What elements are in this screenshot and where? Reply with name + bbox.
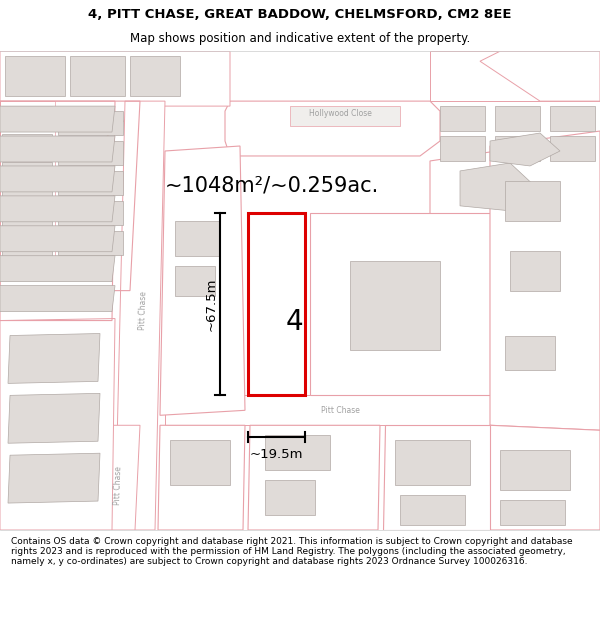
- Text: Pitt Chase: Pitt Chase: [320, 406, 359, 415]
- Polygon shape: [158, 425, 245, 530]
- Bar: [395, 440, 470, 485]
- Bar: [550, 136, 595, 161]
- Polygon shape: [0, 256, 115, 282]
- Bar: [500, 450, 570, 490]
- Bar: [5, 56, 65, 96]
- Polygon shape: [8, 453, 100, 503]
- Bar: [70, 56, 125, 96]
- Polygon shape: [480, 51, 600, 101]
- Polygon shape: [160, 146, 245, 415]
- Bar: [58, 111, 123, 135]
- Polygon shape: [0, 319, 115, 530]
- Polygon shape: [430, 146, 600, 251]
- Bar: [2, 218, 52, 242]
- Text: ~19.5m: ~19.5m: [250, 448, 303, 461]
- Polygon shape: [248, 425, 380, 530]
- Bar: [550, 106, 595, 131]
- Polygon shape: [248, 213, 305, 396]
- Bar: [495, 106, 540, 131]
- Bar: [440, 136, 485, 161]
- Text: ~1048m²/~0.259ac.: ~1048m²/~0.259ac.: [165, 176, 379, 196]
- Polygon shape: [290, 106, 400, 126]
- Polygon shape: [490, 131, 600, 430]
- Polygon shape: [383, 425, 490, 530]
- Polygon shape: [0, 226, 115, 252]
- Bar: [400, 495, 465, 525]
- Polygon shape: [0, 166, 115, 192]
- Polygon shape: [165, 396, 490, 425]
- Text: Contains OS data © Crown copyright and database right 2021. This information is : Contains OS data © Crown copyright and d…: [11, 537, 572, 566]
- Polygon shape: [350, 261, 440, 351]
- Text: Map shows position and indicative extent of the property.: Map shows position and indicative extent…: [130, 32, 470, 45]
- Polygon shape: [0, 196, 115, 222]
- Bar: [175, 266, 215, 296]
- Text: ~67.5m: ~67.5m: [205, 278, 218, 331]
- Polygon shape: [115, 101, 165, 530]
- Bar: [440, 106, 485, 131]
- Polygon shape: [0, 286, 115, 312]
- Bar: [265, 435, 330, 470]
- Bar: [58, 201, 123, 225]
- Text: Pitt Chase: Pitt Chase: [138, 291, 148, 330]
- Polygon shape: [310, 213, 490, 396]
- Polygon shape: [225, 101, 440, 156]
- Polygon shape: [0, 106, 115, 132]
- Bar: [2, 162, 52, 186]
- Bar: [495, 136, 540, 161]
- Bar: [505, 181, 560, 221]
- Polygon shape: [0, 51, 230, 161]
- Polygon shape: [460, 163, 540, 211]
- Bar: [175, 221, 220, 256]
- Text: 4: 4: [286, 308, 304, 336]
- Bar: [2, 246, 52, 269]
- Bar: [170, 440, 230, 485]
- Text: Pitt Chase: Pitt Chase: [113, 466, 123, 505]
- Bar: [58, 231, 123, 255]
- Bar: [265, 480, 315, 515]
- Polygon shape: [490, 133, 560, 166]
- Text: 4, PITT CHASE, GREAT BADDOW, CHELMSFORD, CM2 8EE: 4, PITT CHASE, GREAT BADDOW, CHELMSFORD,…: [88, 8, 512, 21]
- Bar: [58, 141, 123, 165]
- Polygon shape: [490, 425, 600, 530]
- Polygon shape: [8, 334, 100, 383]
- Bar: [505, 336, 555, 371]
- Polygon shape: [8, 393, 100, 443]
- Bar: [2, 190, 52, 214]
- Polygon shape: [430, 51, 600, 101]
- Text: Hollywood Close: Hollywood Close: [308, 109, 371, 118]
- Bar: [2, 134, 52, 158]
- Bar: [58, 171, 123, 195]
- Bar: [2, 106, 52, 130]
- Polygon shape: [0, 136, 115, 162]
- Bar: [130, 56, 180, 96]
- Polygon shape: [95, 425, 140, 530]
- Bar: [510, 251, 560, 291]
- Bar: [500, 500, 565, 525]
